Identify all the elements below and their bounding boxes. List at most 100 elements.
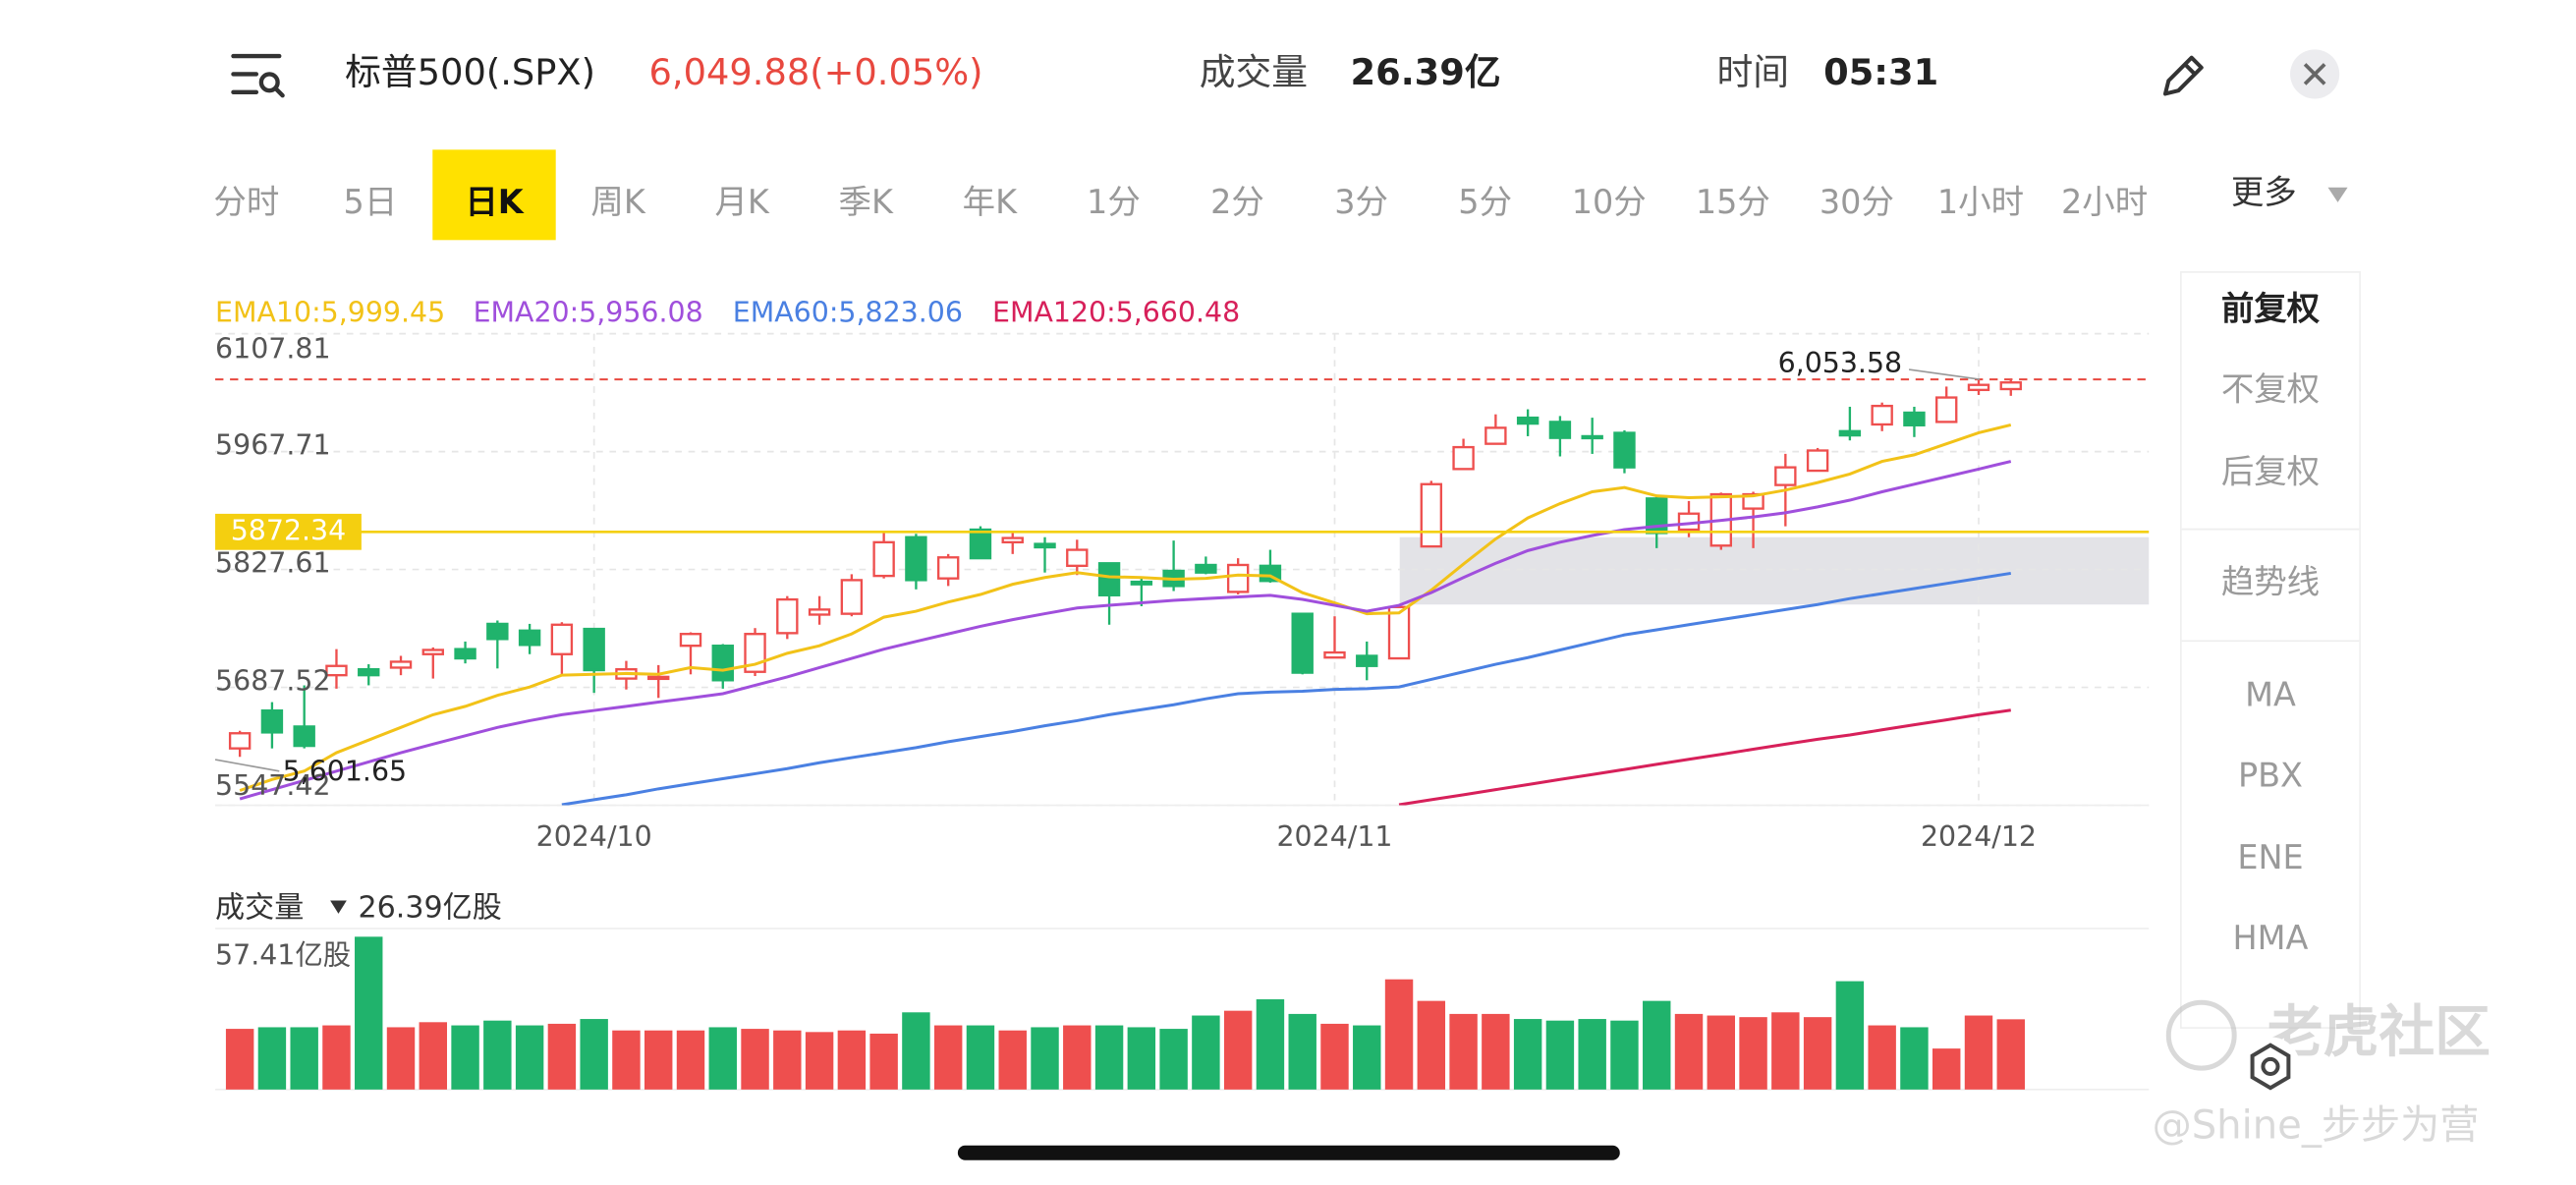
candle-body bbox=[1871, 404, 1893, 426]
volume-bar bbox=[966, 1025, 995, 1090]
highlight-zone bbox=[1399, 536, 2150, 605]
volume-bar bbox=[741, 1029, 769, 1090]
volume-bar bbox=[1449, 1013, 1478, 1090]
quote: 6,049.88(+0.05%) bbox=[649, 51, 983, 93]
candle-body bbox=[1001, 536, 1024, 544]
volume-bar bbox=[1674, 1013, 1704, 1090]
volume-bar bbox=[1610, 1020, 1639, 1090]
candle-body bbox=[679, 633, 702, 648]
volume-bar bbox=[708, 1027, 737, 1090]
candle-body bbox=[905, 536, 927, 582]
tab[interactable]: 日K bbox=[465, 183, 524, 221]
price-chart: EMA10:5,999.45 EMA20:5,956.08 EMA60:5,823.… bbox=[214, 297, 2150, 853]
volume-bar bbox=[355, 936, 383, 1090]
volume-bar bbox=[547, 1023, 577, 1090]
side-menu-item[interactable]: MA bbox=[2245, 676, 2296, 714]
settings-button[interactable] bbox=[2240, 1037, 2301, 1097]
tab[interactable]: 年K bbox=[963, 183, 1018, 221]
side-menu-item[interactable]: 趋势线 bbox=[2221, 562, 2320, 600]
time-label: 时间 bbox=[1716, 51, 1789, 93]
tab[interactable]: 季K bbox=[839, 183, 894, 221]
volume-bar bbox=[837, 1030, 867, 1090]
volume-bar bbox=[419, 1022, 448, 1090]
volume-bar bbox=[1835, 981, 1865, 1090]
candle-body bbox=[969, 528, 992, 560]
price-line-label: 5872.34 bbox=[231, 514, 346, 546]
candle-body bbox=[260, 708, 284, 734]
search-menu-icon[interactable] bbox=[231, 53, 285, 98]
tab-bar: 分时 5日 日K 周K 月K 季K 年K 1分 2分 3分 5分 10分 15分 30分 1小时 2小时 bbox=[213, 183, 2148, 221]
side-menu-item[interactable]: ENE bbox=[2237, 838, 2303, 876]
edit-icon[interactable] bbox=[2162, 55, 2204, 96]
tab[interactable]: 5日 bbox=[344, 183, 398, 221]
tab[interactable]: 10分 bbox=[1572, 183, 1647, 221]
side-menu-item[interactable]: 不复权 bbox=[2221, 370, 2320, 409]
candle-body bbox=[550, 623, 574, 655]
volume-bar bbox=[483, 1020, 512, 1090]
tab[interactable]: 30分 bbox=[1820, 183, 1894, 221]
side-menu-item[interactable]: 前复权 bbox=[2221, 290, 2321, 328]
volume-bar bbox=[451, 1025, 479, 1090]
tab[interactable]: 周K bbox=[590, 183, 645, 221]
symbol-title: 标普500(.SPX) bbox=[345, 51, 595, 93]
volume-bar bbox=[612, 1030, 641, 1090]
candle-body bbox=[647, 675, 670, 681]
tab[interactable]: 1小时 bbox=[1937, 183, 2024, 221]
volume-bar bbox=[1094, 1025, 1124, 1090]
volume-bar bbox=[580, 1019, 608, 1090]
volume-bar bbox=[515, 1025, 544, 1090]
volume-bar bbox=[1578, 1019, 1606, 1090]
tab[interactable]: 3分 bbox=[1334, 183, 1388, 221]
y-tick-label: 5967.71 bbox=[215, 429, 330, 462]
legend-entry: EMA20:5,956.08 bbox=[474, 297, 703, 329]
volume-bar bbox=[322, 1025, 351, 1090]
candle-body bbox=[1613, 431, 1636, 469]
volume-dropdown[interactable] bbox=[330, 900, 347, 914]
candle-body bbox=[1097, 562, 1121, 596]
candle-body bbox=[1291, 612, 1314, 674]
tab-selected-bg bbox=[432, 149, 556, 241]
legend-entry: EMA60:5,823.06 bbox=[733, 297, 963, 329]
volume-bar bbox=[1545, 1020, 1575, 1090]
candle-body bbox=[840, 579, 864, 615]
volume-bar bbox=[1707, 1015, 1736, 1090]
volume-bar bbox=[1771, 1012, 1800, 1090]
tab[interactable]: 5分 bbox=[1458, 183, 1512, 221]
side-menu-item[interactable]: PBX bbox=[2238, 757, 2303, 795]
volume-bar bbox=[1320, 1023, 1349, 1090]
volume-bar bbox=[1964, 1015, 1993, 1090]
volume-bar bbox=[676, 1030, 705, 1090]
tab[interactable]: 月K bbox=[714, 183, 769, 221]
volume-bar bbox=[1159, 1029, 1188, 1090]
volume-bar bbox=[1223, 1010, 1253, 1090]
volume-bar bbox=[257, 1027, 287, 1090]
candle-body bbox=[389, 660, 413, 669]
volume-bar bbox=[1127, 1027, 1156, 1090]
close-button[interactable] bbox=[2290, 49, 2340, 99]
volume-value: 26.39亿 bbox=[1351, 51, 1501, 93]
tab[interactable]: 1分 bbox=[1087, 183, 1141, 221]
candle-body bbox=[583, 627, 605, 672]
volume-bar bbox=[644, 1030, 673, 1090]
tab[interactable]: 15分 bbox=[1696, 183, 1770, 221]
candle-body bbox=[358, 668, 380, 677]
x-tick-label: 2024/12 bbox=[1921, 820, 2037, 853]
tab[interactable]: 分时 bbox=[213, 183, 279, 221]
y-tick-label: 5547.42 bbox=[215, 769, 330, 802]
candle-body bbox=[1838, 429, 1862, 437]
candle-body bbox=[1387, 605, 1411, 660]
volume-bar bbox=[1643, 1000, 1671, 1090]
tab[interactable]: 2小时 bbox=[2061, 183, 2148, 221]
more-tab[interactable]: 更多 bbox=[2231, 173, 2297, 211]
watermark: 老虎社区 @Shine_步步为营 bbox=[2153, 999, 2491, 1148]
side-menu-item[interactable]: 后复权 bbox=[2221, 452, 2320, 490]
tab[interactable]: 2分 bbox=[1210, 183, 1264, 221]
candle-body bbox=[1806, 449, 1829, 473]
side-menu-item[interactable]: HMA bbox=[2233, 919, 2309, 957]
candle-body bbox=[228, 732, 252, 750]
volume-bar bbox=[1803, 1017, 1832, 1090]
volume-bar bbox=[1482, 1013, 1510, 1090]
candle-body bbox=[1484, 426, 1507, 445]
